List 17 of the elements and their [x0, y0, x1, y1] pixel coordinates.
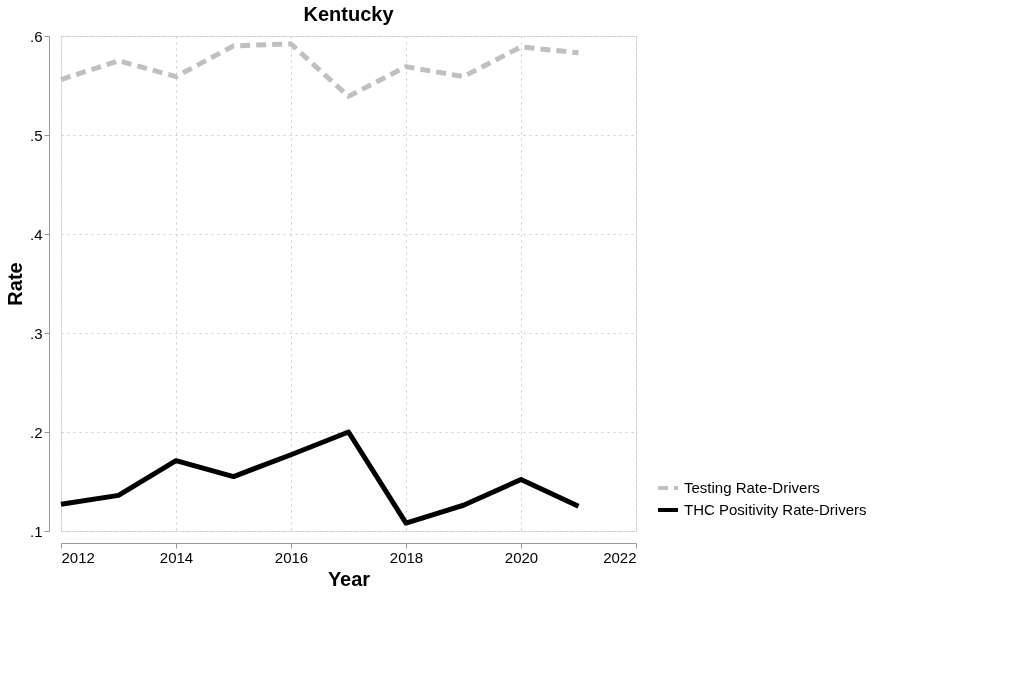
x-tick-label: 2012 — [61, 548, 95, 566]
x-tick-label: 2014 — [159, 548, 194, 566]
y-axis-title: Rate — [3, 262, 26, 306]
x-tick-label: 2022 — [603, 548, 637, 566]
x-axis-title: Year — [327, 567, 371, 590]
x-tick-label: 2018 — [389, 548, 424, 566]
y-tick-label: .5 — [29, 126, 43, 144]
legend-label: Testing Rate-Drivers — [684, 479, 820, 496]
y-tick-label: .2 — [29, 423, 43, 441]
x-tick-label: 2016 — [274, 548, 309, 566]
y-tick-label: .4 — [29, 225, 43, 243]
chart-title: Kentucky — [303, 3, 395, 25]
x-tick-label: 2020 — [504, 548, 539, 566]
legend-label: THC Positivity Rate-Drivers — [684, 501, 867, 518]
y-tick-label: .6 — [29, 27, 43, 45]
y-tick-label: .3 — [29, 324, 43, 342]
y-tick-label: .1 — [29, 522, 43, 540]
